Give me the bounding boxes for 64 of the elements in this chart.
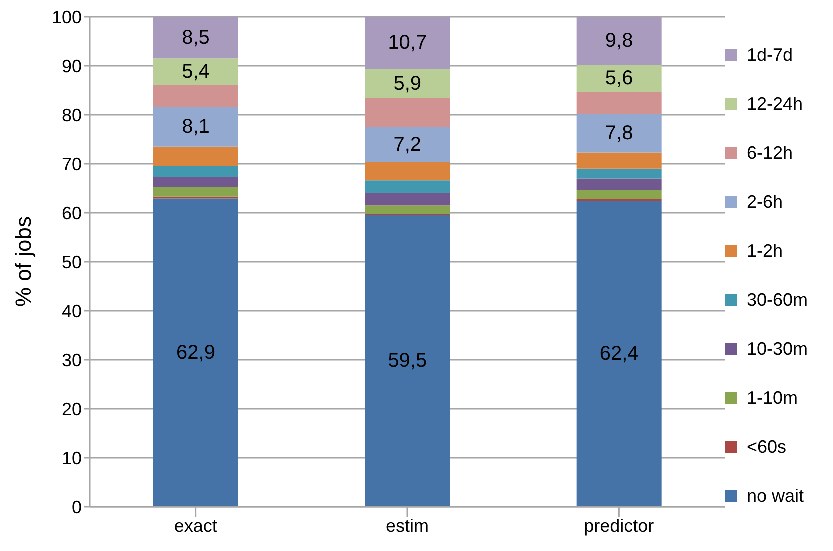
bar bbox=[365, 69, 450, 98]
x-tick-label: exact bbox=[174, 516, 218, 536]
data-label: 5,9 bbox=[394, 72, 422, 95]
bar bbox=[365, 127, 450, 163]
bar bbox=[365, 17, 450, 70]
bar bbox=[576, 168, 662, 179]
data-label: 7,2 bbox=[394, 134, 422, 156]
bar bbox=[576, 17, 662, 66]
bar bbox=[154, 188, 238, 197]
bar bbox=[365, 98, 450, 128]
bar bbox=[365, 215, 450, 507]
y-tick-label: 50 bbox=[62, 252, 82, 272]
bar bbox=[154, 198, 238, 507]
y-axis-title: % of jobs bbox=[10, 216, 36, 307]
y-tick-label: 90 bbox=[62, 56, 82, 76]
y-tick-label: 20 bbox=[62, 399, 82, 420]
bar bbox=[154, 146, 238, 166]
legend-label: 2-6h bbox=[747, 192, 784, 212]
bar bbox=[576, 201, 662, 507]
data-label: 8,1 bbox=[182, 116, 210, 138]
data-label: 10,7 bbox=[388, 32, 428, 54]
y-tick-label: 80 bbox=[62, 105, 82, 126]
y-tick-label: 10 bbox=[62, 448, 82, 468]
legend-label: 1d-7d bbox=[747, 44, 794, 66]
legend-label: 12-24h bbox=[747, 94, 804, 114]
x-tick-label: estim bbox=[386, 516, 430, 536]
data-label: 62,9 bbox=[176, 342, 216, 364]
legend-label: 30-60m bbox=[747, 290, 808, 310]
y-tick-label: 100 bbox=[52, 7, 82, 28]
data-label: 5,4 bbox=[182, 60, 210, 83]
legend-label: 6-12h bbox=[747, 142, 794, 164]
data-label: 5,6 bbox=[605, 68, 634, 90]
bar bbox=[576, 114, 662, 153]
bar bbox=[154, 17, 238, 59]
y-tick-label: 60 bbox=[62, 203, 82, 224]
bar bbox=[365, 162, 450, 181]
y-tick-label: 30 bbox=[62, 350, 82, 370]
data-label: 9,8 bbox=[605, 30, 634, 52]
legend-label: <60s bbox=[747, 436, 787, 458]
legend-label: no wait bbox=[747, 486, 804, 506]
data-label: 62,4 bbox=[600, 343, 639, 366]
data-label: 7,8 bbox=[605, 122, 634, 145]
bar bbox=[576, 152, 662, 169]
bar bbox=[154, 107, 238, 147]
legend-label: 10-30m bbox=[747, 338, 808, 360]
legend-label: 1-10m bbox=[747, 388, 798, 408]
bar bbox=[576, 190, 662, 200]
data-label: 59,5 bbox=[388, 350, 428, 372]
y-tick-label: 40 bbox=[62, 301, 82, 322]
bar bbox=[154, 177, 238, 188]
bar bbox=[365, 206, 450, 214]
bar bbox=[154, 166, 238, 178]
data-label: 8,5 bbox=[182, 26, 210, 49]
y-tick-label: 70 bbox=[62, 154, 82, 174]
bar bbox=[365, 193, 450, 206]
bar bbox=[365, 180, 450, 194]
bar bbox=[576, 178, 662, 190]
bar bbox=[576, 92, 662, 115]
bar bbox=[154, 85, 238, 108]
legend-label: 1-2h bbox=[747, 240, 784, 262]
bar bbox=[576, 65, 662, 92]
x-tick-label: predictor bbox=[584, 516, 654, 536]
y-tick-label: 0 bbox=[72, 497, 82, 518]
bar bbox=[154, 58, 238, 86]
